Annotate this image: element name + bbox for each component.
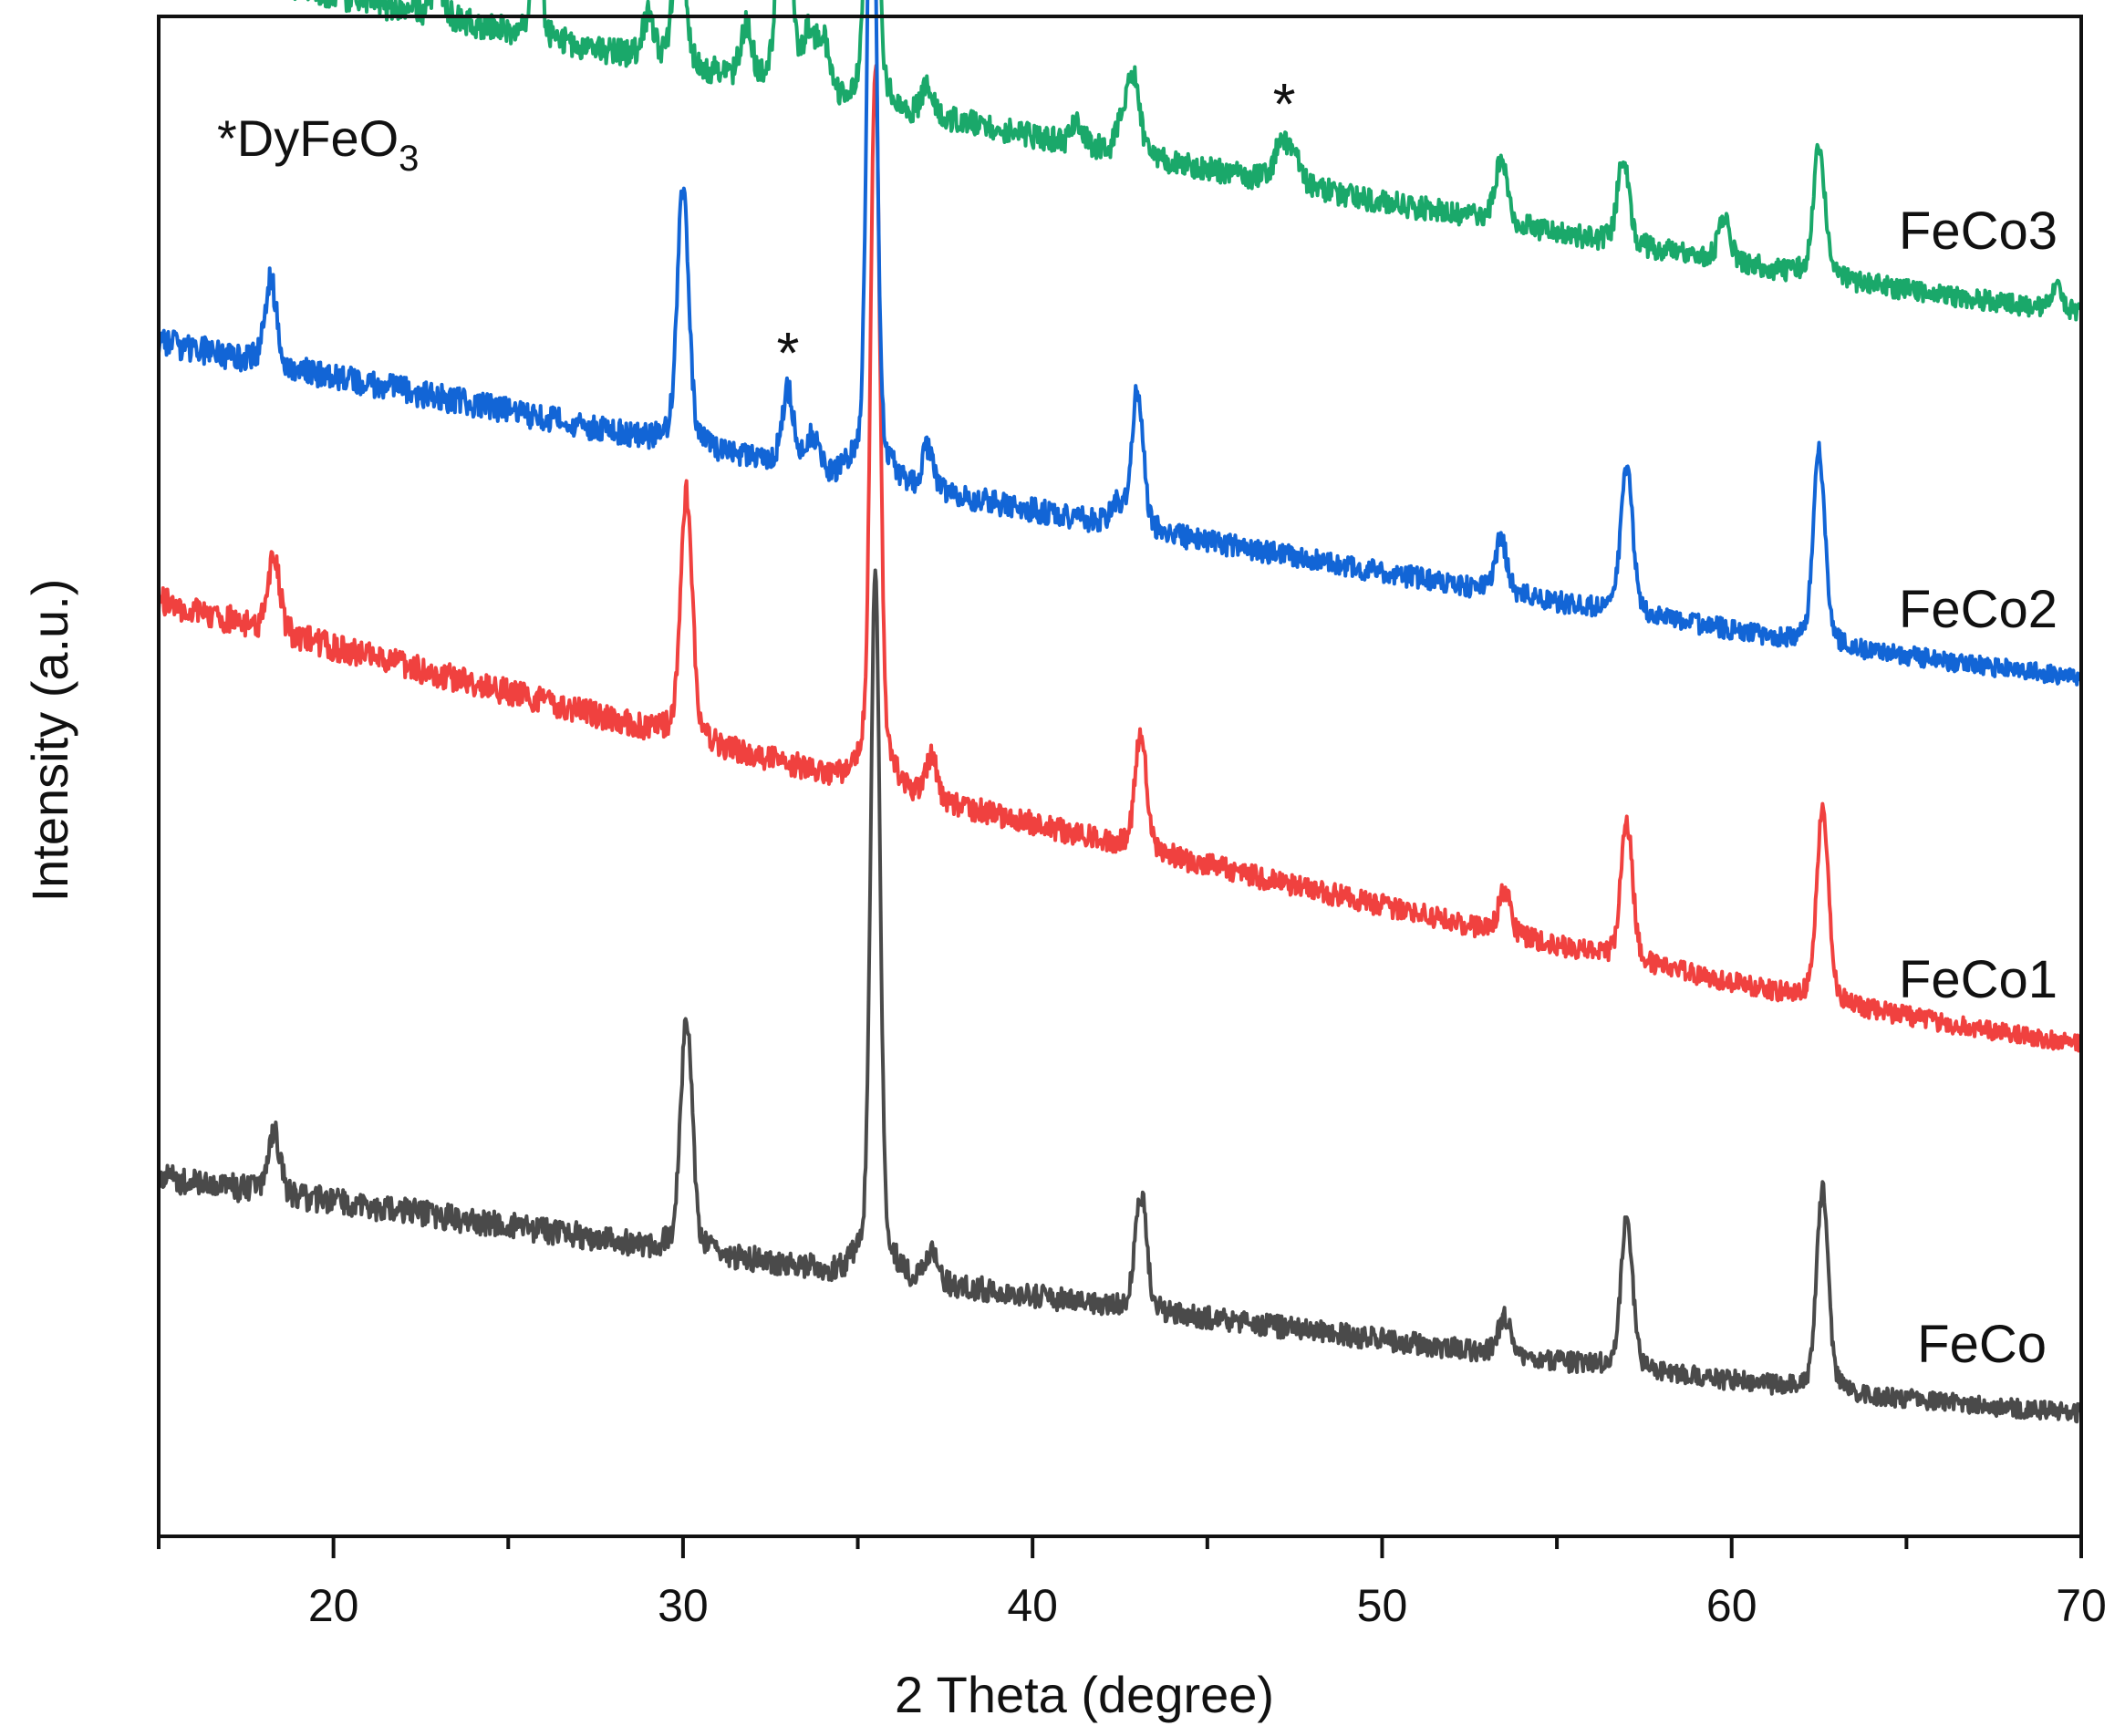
x-axis-label: 2 Theta (degree) [895,1666,1274,1723]
dyfeo3-legend-text: *DyFeO [217,109,399,167]
series-line-feco2 [157,0,2083,687]
series-label-feco2: FeCo2 [1899,580,2058,639]
x-tick-label: 50 [1357,1580,1408,1631]
series-line-feco [157,568,2083,1424]
series-line-feco1 [157,64,2083,1053]
x-tick-label: 70 [2056,1580,2107,1631]
dyfeo3-legend-note: *DyFeO3 [217,109,419,179]
x-tick-label: 20 [308,1580,359,1631]
x-tick-label: 30 [658,1580,709,1631]
dyfeo3-star-marker: * [776,320,799,386]
series-label-feco: FeCo [1917,1315,2047,1374]
series-label-feco1: FeCo1 [1899,950,2058,1009]
series-layer [157,0,2083,1424]
series-label-feco3: FeCo3 [1899,202,2058,261]
dyfeo3-legend-subscript: 3 [399,139,419,179]
series-line-feco3 [293,0,2083,322]
series-label-layer: FeCo FeCo1 FeCo2 FeCo3 [1899,202,2058,1374]
dyfeo3-star-marker: * [1273,71,1296,137]
x-axis-ticks: 20 30 40 50 60 70 [157,1536,2107,1631]
y-axis-label: Intensity (a.u.) [21,579,78,903]
x-tick-label: 60 [1706,1580,1757,1631]
x-tick-label: 40 [1007,1580,1058,1631]
plot-frame [157,15,2083,1538]
